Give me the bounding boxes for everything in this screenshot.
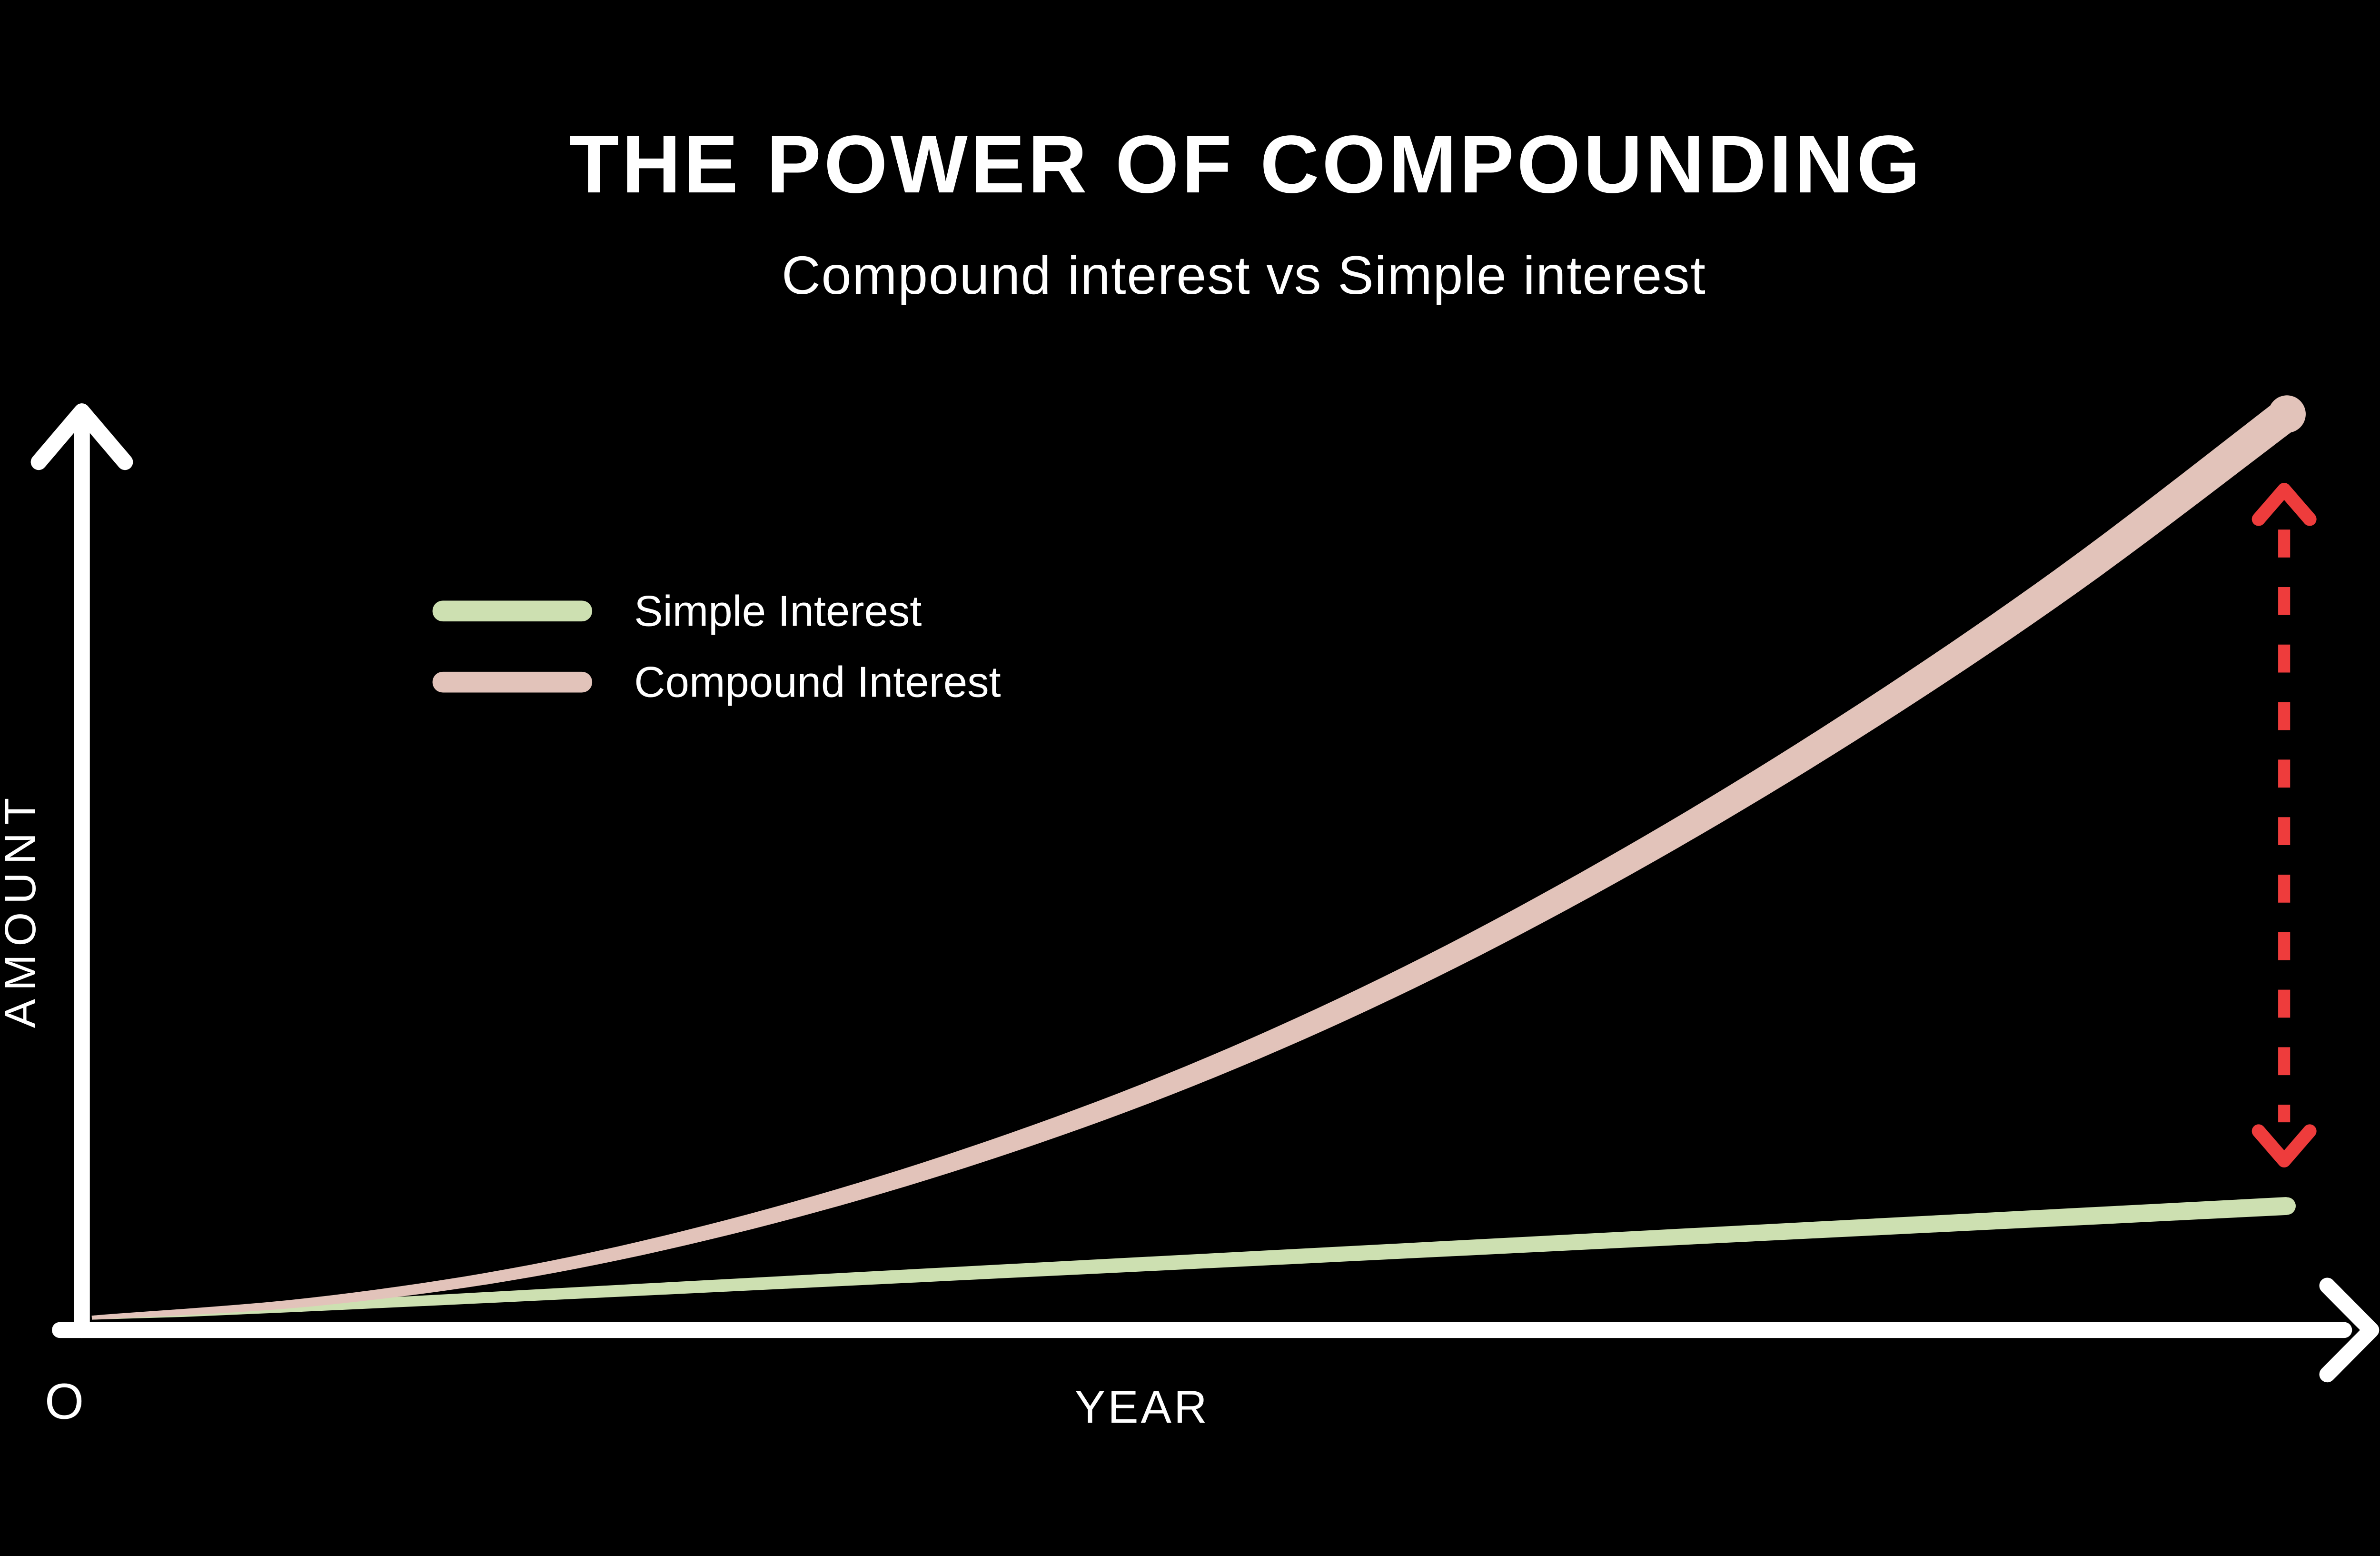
axes [30,403,2380,1383]
origin-label: O [45,1374,84,1430]
legend-swatch-simple [432,600,593,622]
series-layer [91,395,2306,1320]
legend-label-simple: Simple Interest [634,587,922,635]
chart-subtitle: Compound interest vs Simple interest [782,245,1706,305]
compound-curve-endpoint-dot [2268,395,2306,433]
simple-interest-line [91,1197,2288,1320]
legend-label-compound: Compound Interest [634,658,1001,707]
y-axis-label: AMOUNT [0,790,45,1028]
gap-arrow-top-chevron [2251,483,2317,526]
compound-interest-curve [91,400,2298,1320]
y-axis-arrowhead [30,403,133,470]
legend-swatch-compound [432,671,593,693]
x-axis-label: YEAR [1075,1382,1210,1433]
page-title: THE POWER OF COMPOUNDING [569,119,1923,210]
legend: Simple Interest Compound Interest [432,587,1001,707]
gap-arrow-bottom-chevron [2251,1124,2317,1167]
gap-arrow [2251,483,2317,1167]
simple-interest-line-endcap [2278,1197,2296,1215]
x-axis-arrowhead [2319,1277,2380,1383]
